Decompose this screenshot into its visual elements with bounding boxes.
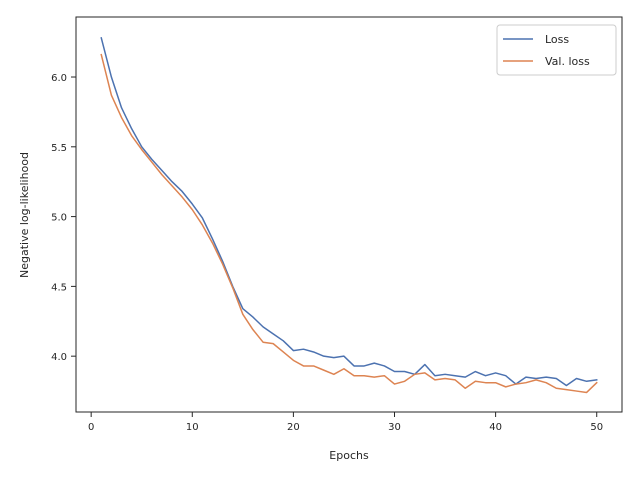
x-tick-label: 20 [287, 422, 300, 433]
legend-box [496, 24, 617, 76]
y-tick-label: 5.0 [51, 213, 67, 224]
x-tick-label: 30 [388, 422, 401, 433]
axis-ticks: 0 10 20 30 40 50 4.0 4.5 5.0 5.5 6.0 [51, 73, 603, 433]
x-tick-label: 50 [590, 422, 603, 433]
series-lines [100, 37, 598, 394]
legend-label-val-loss: Val. loss [545, 55, 590, 68]
plot-frame [75, 16, 623, 413]
x-tick-label: 0 [88, 422, 94, 433]
series-line-val-loss [100, 53, 598, 394]
legend-label-loss: Loss [545, 33, 569, 46]
x-tick-label: 10 [186, 422, 199, 433]
y-tick-label: 5.5 [51, 143, 67, 154]
x-tick-label: 40 [489, 422, 502, 433]
y-tick-label: 6.0 [51, 73, 67, 84]
x-axis-label: Epochs [329, 449, 369, 462]
y-tick-label: 4.5 [51, 282, 67, 293]
y-axis-label: Negative log-likelihood [18, 152, 31, 278]
y-tick-label: 4.0 [51, 352, 67, 363]
legend: Loss Val. loss [496, 24, 617, 76]
series-line-loss [100, 37, 598, 387]
